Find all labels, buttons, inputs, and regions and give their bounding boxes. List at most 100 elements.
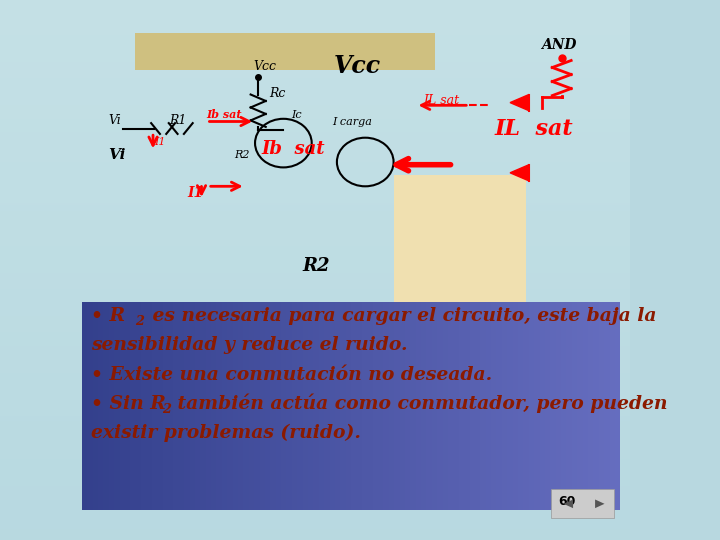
Bar <box>0 240 630 243</box>
Bar <box>405 302 410 510</box>
Bar <box>0 103 630 105</box>
Bar <box>93 302 98 510</box>
Bar <box>0 14 630 16</box>
Bar <box>0 194 630 197</box>
Bar <box>0 5 630 8</box>
Bar <box>0 518 630 521</box>
Bar <box>0 143 630 146</box>
Bar <box>0 424 630 427</box>
Text: • Sin R: • Sin R <box>91 395 166 413</box>
Bar <box>0 22 630 24</box>
Bar <box>0 524 630 526</box>
Text: Vcc: Vcc <box>253 60 276 73</box>
Bar <box>0 319 630 321</box>
Bar <box>582 302 588 510</box>
Bar <box>0 265 630 267</box>
Bar <box>341 302 346 510</box>
Bar <box>135 33 434 70</box>
Text: existir problemas (ruido).: existir problemas (ruido). <box>91 424 361 442</box>
Text: Vi: Vi <box>108 114 121 127</box>
Bar <box>0 408 630 410</box>
Bar <box>0 332 630 335</box>
Bar <box>0 197 630 200</box>
Bar <box>0 162 630 165</box>
Bar <box>297 302 302 510</box>
Bar <box>610 302 615 510</box>
Text: 2: 2 <box>162 402 171 416</box>
Bar <box>0 200 630 202</box>
Text: es necesaria para cargar el circuito, este baja la: es necesaria para cargar el circuito, es… <box>146 307 657 325</box>
Polygon shape <box>595 500 605 508</box>
Bar <box>0 111 630 113</box>
Bar <box>545 302 550 510</box>
Bar <box>475 302 480 510</box>
Bar <box>0 202 630 205</box>
Bar <box>0 167 630 170</box>
Bar <box>394 176 526 302</box>
Bar <box>0 3 630 5</box>
Bar <box>0 54 630 57</box>
Bar <box>0 51 630 54</box>
Bar <box>308 302 313 510</box>
Bar <box>0 8 630 11</box>
Bar <box>0 192 630 194</box>
Bar <box>383 302 389 510</box>
Text: IL sat: IL sat <box>423 93 459 107</box>
Bar <box>0 246 630 248</box>
Bar <box>534 302 539 510</box>
Bar <box>528 302 534 510</box>
Bar <box>0 462 630 464</box>
Bar <box>130 302 135 510</box>
Bar <box>0 170 630 173</box>
Bar <box>0 127 630 130</box>
Bar <box>0 100 630 103</box>
Bar <box>179 302 184 510</box>
Bar <box>362 302 367 510</box>
Bar <box>0 454 630 456</box>
Bar <box>0 364 630 367</box>
Bar <box>0 273 630 275</box>
Bar <box>174 302 179 510</box>
Bar <box>0 394 630 397</box>
Bar <box>0 392 630 394</box>
Bar <box>222 302 228 510</box>
Bar <box>265 302 270 510</box>
Bar <box>157 302 163 510</box>
Bar <box>0 313 630 316</box>
Bar <box>313 302 319 510</box>
Bar <box>0 286 630 289</box>
Bar <box>0 43 630 46</box>
Bar <box>410 302 415 510</box>
Bar <box>287 302 292 510</box>
Bar <box>0 94 630 97</box>
Bar <box>572 302 577 510</box>
Bar <box>497 302 502 510</box>
Bar <box>135 302 141 510</box>
Bar <box>443 302 448 510</box>
Bar <box>292 302 297 510</box>
Bar <box>0 348 630 351</box>
Bar <box>0 443 630 445</box>
Bar <box>0 381 630 383</box>
Bar <box>0 84 630 86</box>
Bar <box>0 243 630 246</box>
Bar <box>0 383 630 386</box>
Bar <box>0 451 630 454</box>
Bar <box>0 16 630 19</box>
Bar <box>351 302 356 510</box>
Bar <box>513 302 518 510</box>
Bar <box>550 302 556 510</box>
Bar <box>0 470 630 472</box>
Bar <box>0 108 630 111</box>
Bar <box>567 302 572 510</box>
Bar <box>0 354 630 356</box>
Bar <box>0 11 630 14</box>
Bar <box>0 456 630 459</box>
Bar <box>486 302 491 510</box>
Bar <box>0 510 630 513</box>
Bar <box>0 432 630 435</box>
Bar <box>152 302 157 510</box>
Bar <box>0 59 630 62</box>
Bar <box>0 324 630 327</box>
Bar <box>0 521 630 524</box>
